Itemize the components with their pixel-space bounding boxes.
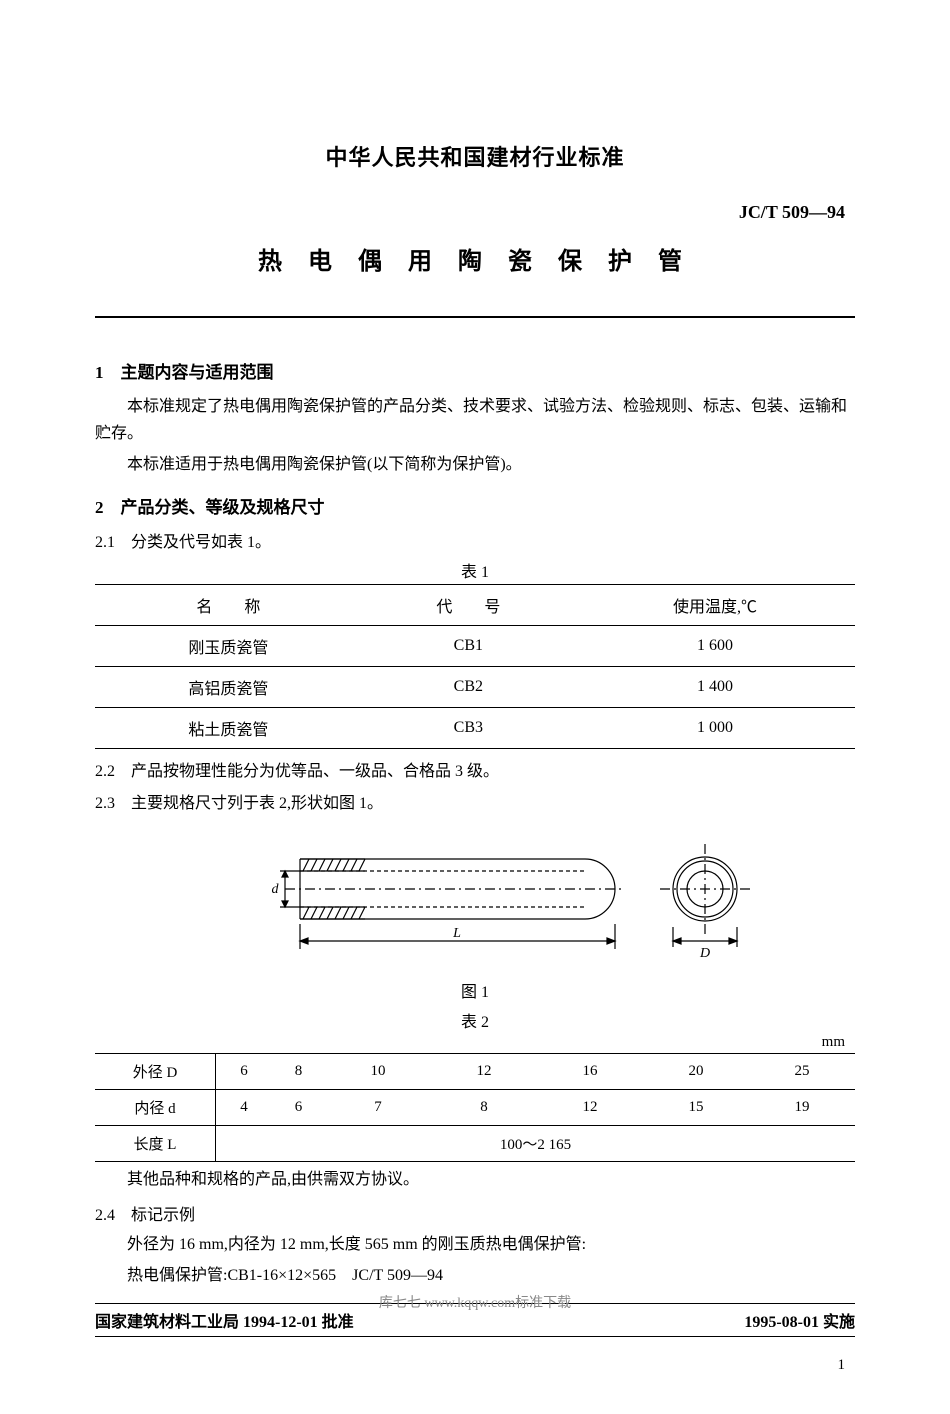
section2-heading: 2 产品分类、等级及规格尺寸 [95, 493, 855, 518]
t1-r0c1: CB1 [362, 625, 575, 666]
watermark-text: 库七七 www.kqqw.com标准下载 [0, 1292, 950, 1312]
t1-h2: 使用温度,℃ [575, 584, 855, 625]
t2-rh1: 内径 d [95, 1089, 216, 1125]
table-row: 粘土质瓷管 CB3 1 000 [95, 707, 855, 748]
t1-r1c0: 高铝质瓷管 [95, 666, 362, 707]
t2-D1: 8 [272, 1053, 325, 1089]
t1-r2c2: 1 000 [575, 707, 855, 748]
table-row: 长度 L 100～2 165 [95, 1125, 855, 1161]
standard-code: JC/T 509—94 [95, 202, 855, 223]
subsection-2-2: 2.2 产品按物理性能分为优等品、一级品、合格品 3 级。 [95, 757, 855, 781]
table-1: 名 称 代 号 使用温度,℃ 刚玉质瓷管 CB1 1 600 高铝质瓷管 CB2… [95, 584, 855, 749]
t2-D3: 12 [431, 1053, 537, 1089]
t2-d6: 19 [749, 1089, 855, 1125]
figure-1: d L D 图 1 [95, 829, 855, 1002]
t2-d3: 8 [431, 1089, 537, 1125]
table-2: 外径 D 6 8 10 12 16 20 25 内径 d 4 6 7 8 12 … [95, 1053, 855, 1162]
section1-heading: 1 主题内容与适用范围 [95, 358, 855, 383]
t2-d2: 7 [325, 1089, 431, 1125]
t1-r2c0: 粘土质瓷管 [95, 707, 362, 748]
org-title: 中华人民共和国建材行业标准 [95, 140, 855, 172]
t1-r1c1: CB2 [362, 666, 575, 707]
tube-diagram-icon: d L D [185, 829, 765, 969]
subsection-2-4: 2.4 标记示例 [95, 1201, 855, 1225]
label-L: L [452, 926, 461, 941]
t2-L: 100～2 165 [216, 1125, 856, 1161]
t1-h1: 代 号 [362, 584, 575, 625]
page-container: 中华人民共和国建材行业标准 JC/T 509—94 热 电 偶 用 陶 瓷 保 … [0, 0, 950, 1414]
subsection-2-3: 2.3 主要规格尺寸列于表 2,形状如图 1。 [95, 789, 855, 813]
example-line1: 外径为 16 mm,内径为 12 mm,长度 565 mm 的刚玉质热电偶保护管… [95, 1231, 855, 1258]
table2-unit: mm [95, 1034, 855, 1051]
table1-header-row: 名 称 代 号 使用温度,℃ [95, 584, 855, 625]
t1-r2c1: CB3 [362, 707, 575, 748]
t2-d0: 4 [216, 1089, 273, 1125]
example-line2: 热电偶保护管:CB1-16×12×565 JC/T 509—94 [95, 1262, 855, 1289]
label-D: D [699, 946, 710, 961]
divider-top [95, 316, 855, 318]
t2-D5: 20 [643, 1053, 749, 1089]
note-after-t2: 其他品种和规格的产品,由供需双方协议。 [95, 1166, 855, 1193]
t2-D2: 10 [325, 1053, 431, 1089]
table-row: 外径 D 6 8 10 12 16 20 25 [95, 1053, 855, 1089]
page-number: 1 [95, 1357, 855, 1374]
t1-r0c2: 1 600 [575, 625, 855, 666]
figure1-caption: 图 1 [95, 978, 855, 1002]
t1-h0: 名 称 [95, 584, 362, 625]
section1-para2: 本标准适用于热电偶用陶瓷保护管(以下简称为保护管)。 [95, 451, 855, 478]
t2-D4: 16 [537, 1053, 643, 1089]
subsection-2-1: 2.1 分类及代号如表 1。 [95, 528, 855, 552]
t1-r0c0: 刚玉质瓷管 [95, 625, 362, 666]
table-row: 高铝质瓷管 CB2 1 400 [95, 666, 855, 707]
t2-rh0: 外径 D [95, 1053, 216, 1089]
section1-para1: 本标准规定了热电偶用陶瓷保护管的产品分类、技术要求、试验方法、检验规则、标志、包… [95, 393, 855, 447]
t2-d1: 6 [272, 1089, 325, 1125]
t2-D0: 6 [216, 1053, 273, 1089]
table2-caption: 表 2 [95, 1008, 855, 1032]
table-row: 刚玉质瓷管 CB1 1 600 [95, 625, 855, 666]
t2-D6: 25 [749, 1053, 855, 1089]
t2-rh2: 长度 L [95, 1125, 216, 1161]
t2-d5: 15 [643, 1089, 749, 1125]
label-d: d [272, 882, 280, 897]
table-row: 内径 d 4 6 7 8 12 15 19 [95, 1089, 855, 1125]
table1-caption: 表 1 [95, 558, 855, 582]
t2-d4: 12 [537, 1089, 643, 1125]
t1-r1c2: 1 400 [575, 666, 855, 707]
doc-title: 热 电 偶 用 陶 瓷 保 护 管 [95, 241, 855, 276]
